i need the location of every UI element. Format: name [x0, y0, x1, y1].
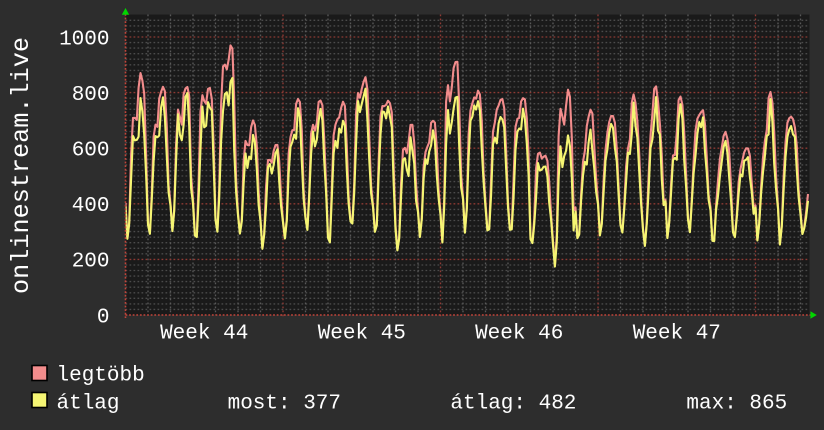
svg-text:onlinestream.live: onlinestream.live: [7, 37, 36, 294]
svg-text:400: 400: [72, 195, 110, 218]
svg-text:1000: 1000: [59, 28, 109, 51]
svg-text:Week 44: Week 44: [160, 322, 248, 345]
svg-text:max: 865: max: 865: [686, 393, 787, 416]
svg-text:legtöbb: legtöbb: [57, 365, 145, 388]
svg-text:200: 200: [72, 251, 110, 274]
svg-text:800: 800: [72, 84, 110, 107]
svg-text:átlag: átlag: [57, 393, 120, 416]
svg-text:600: 600: [72, 140, 110, 163]
svg-text:Week 47: Week 47: [633, 322, 721, 345]
svg-text:most: 377: most: 377: [228, 393, 341, 416]
svg-text:0: 0: [97, 306, 110, 329]
svg-text:átlag: 482: átlag: 482: [450, 393, 576, 416]
svg-text:Week 46: Week 46: [475, 322, 563, 345]
svg-text:Week 45: Week 45: [318, 322, 406, 345]
